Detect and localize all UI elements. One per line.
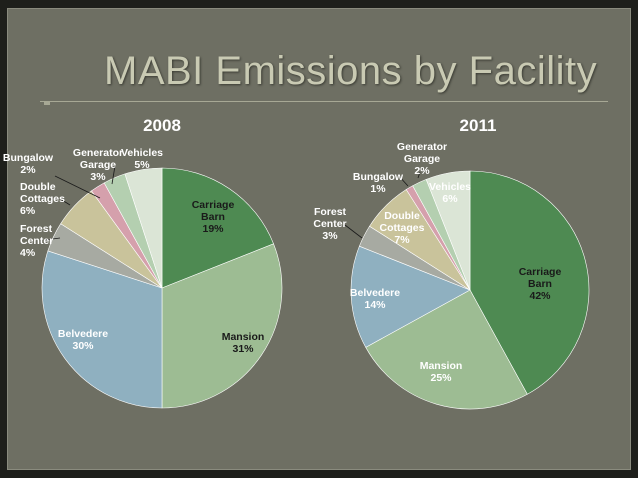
pie-slice-2008-vehicles bbox=[124, 167, 163, 289]
pie-slice-2008-belvedere bbox=[41, 250, 163, 409]
data-label-2008-carriage-barn: Carriage Barn 19% bbox=[192, 199, 235, 235]
title-divider bbox=[40, 101, 608, 102]
data-label-2008-mansion: Mansion 31% bbox=[222, 331, 265, 355]
leader-line-2008-forest-center bbox=[44, 237, 61, 241]
data-label-2008-belvedere: Belvedere 30% bbox=[58, 328, 108, 352]
data-label-2008-forest-center: Forest Center 4% bbox=[20, 223, 53, 259]
data-label-2011-bungalow: Bungalow 1% bbox=[353, 171, 404, 195]
data-label-2011-carriage-barn: Carriage Barn 42% bbox=[519, 266, 562, 302]
data-label-2008-vehicles: Vehicles 5% bbox=[121, 147, 163, 171]
data-label-2008-bungalow: Bungalow 2% bbox=[3, 152, 54, 176]
leader-line-2008-bungalow bbox=[54, 175, 101, 199]
leader-line-2011-forest-center bbox=[344, 224, 363, 239]
data-label-2008-double-cottages: Double Cottages 6% bbox=[20, 181, 65, 217]
pie-slice-2011-vehicles bbox=[425, 170, 471, 291]
data-label-2011-forest-center: Forest Center 3% bbox=[313, 206, 346, 242]
pie-chart-2011: 2011 Carriage Barn 42% Mansion 25% Belvedere 14… bbox=[313, 116, 590, 410]
pie-chart-2008: 2008 Carriage Barn 19% Mansion 31% Belvedere 30… bbox=[3, 116, 283, 409]
data-label-2011-vehicles: Vehicles 6% bbox=[429, 181, 471, 205]
data-label-2011-generator-garage: Generator Garage 2% bbox=[397, 141, 447, 177]
leader-line-2008-double-cottages bbox=[61, 199, 71, 206]
data-label-2011-belvedere: Belvedere 14% bbox=[350, 287, 400, 311]
pie-slice-2008-mansion bbox=[161, 243, 283, 409]
pie-slice-2011-mansion bbox=[365, 289, 528, 410]
title-divider-accent bbox=[44, 101, 50, 105]
data-label-2011-double-cottages: Double Cottages 7% bbox=[380, 210, 425, 246]
leader-line-2011-generator-garage bbox=[417, 171, 421, 179]
pie-slice-2011-belvedere bbox=[350, 245, 471, 348]
pie-slice-2008-carriage-barn bbox=[161, 167, 274, 289]
leader-line-2011-bungalow bbox=[397, 174, 409, 187]
data-label-2008-generator-garage: Generator Garage 3% bbox=[73, 147, 123, 183]
chart-title-2008: 2008 bbox=[143, 116, 181, 135]
slide-title: MABI Emissions by Facility bbox=[104, 49, 598, 93]
data-label-2011-mansion: Mansion 25% bbox=[420, 360, 463, 384]
chart-title-2011: 2011 bbox=[460, 116, 497, 135]
leader-line-2008-generator-garage bbox=[111, 165, 116, 185]
pie-slice-2011-carriage-barn bbox=[469, 170, 590, 395]
